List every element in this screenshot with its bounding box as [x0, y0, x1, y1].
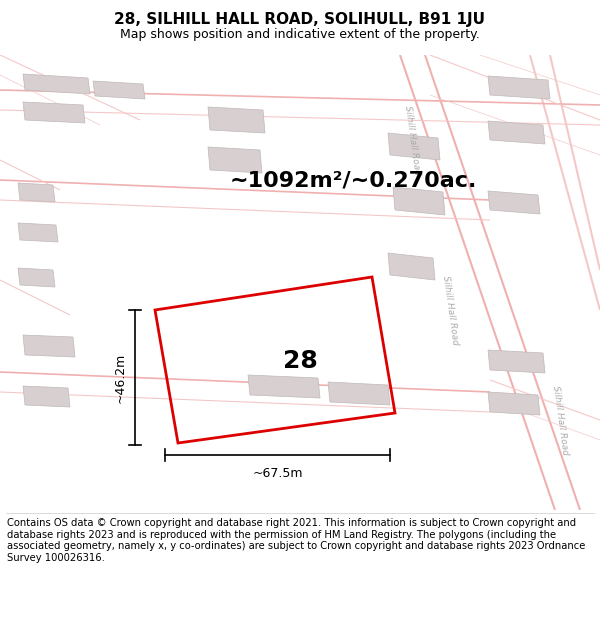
Polygon shape [388, 133, 440, 160]
Text: ~67.5m: ~67.5m [252, 467, 303, 480]
Text: Silhill Hall Road: Silhill Hall Road [551, 385, 569, 455]
Polygon shape [488, 392, 540, 415]
Text: 28: 28 [283, 349, 317, 372]
Text: ~1092m²/~0.270ac.: ~1092m²/~0.270ac. [230, 170, 478, 190]
Polygon shape [23, 102, 85, 123]
Polygon shape [488, 76, 550, 99]
Text: 28, SILHILL HALL ROAD, SOLIHULL, B91 1JU: 28, SILHILL HALL ROAD, SOLIHULL, B91 1JU [115, 12, 485, 27]
Text: Silhill Hall Road: Silhill Hall Road [403, 105, 421, 175]
Polygon shape [488, 350, 545, 373]
Polygon shape [388, 253, 435, 280]
Polygon shape [488, 121, 545, 144]
Polygon shape [488, 191, 540, 214]
Polygon shape [393, 187, 445, 215]
Text: Silhill Hall Road: Silhill Hall Road [440, 275, 460, 345]
Polygon shape [18, 268, 55, 287]
Polygon shape [208, 147, 262, 173]
Polygon shape [23, 386, 70, 407]
Polygon shape [248, 375, 320, 398]
Text: Contains OS data © Crown copyright and database right 2021. This information is : Contains OS data © Crown copyright and d… [7, 518, 586, 563]
Polygon shape [23, 335, 75, 357]
Polygon shape [328, 382, 390, 405]
Text: Map shows position and indicative extent of the property.: Map shows position and indicative extent… [120, 28, 480, 41]
Polygon shape [208, 107, 265, 133]
Text: ~46.2m: ~46.2m [114, 352, 127, 402]
Polygon shape [23, 74, 90, 94]
Polygon shape [18, 183, 55, 202]
Polygon shape [18, 223, 58, 242]
Polygon shape [93, 81, 145, 99]
